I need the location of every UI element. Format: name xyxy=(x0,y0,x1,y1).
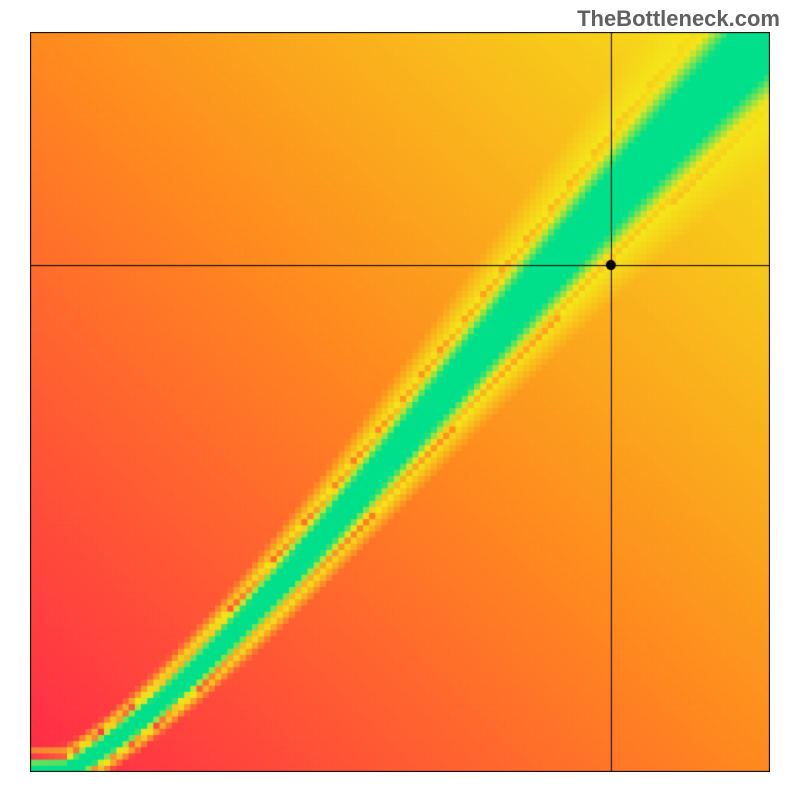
chart-container: TheBottleneck.com xyxy=(0,0,800,800)
bottleneck-heatmap xyxy=(30,32,770,772)
watermark-text: TheBottleneck.com xyxy=(577,6,780,32)
